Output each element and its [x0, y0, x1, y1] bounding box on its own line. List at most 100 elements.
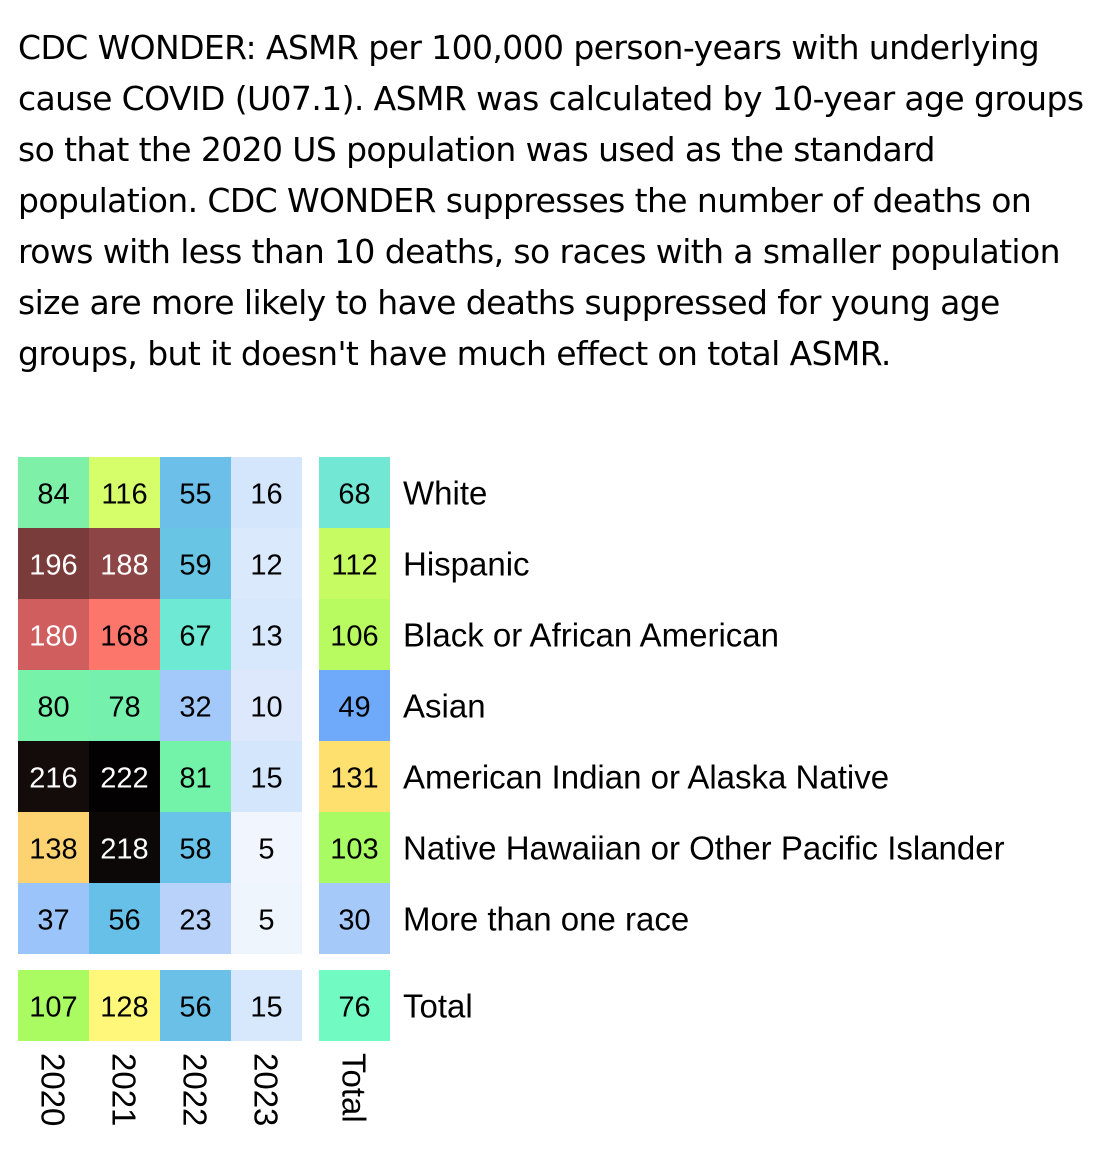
heatmap-cell [89, 741, 160, 812]
heatmap-cell [231, 528, 302, 599]
cell-value-label: 32 [179, 692, 211, 724]
cell-value-label: 37 [37, 905, 69, 937]
heatmap-cell [319, 670, 390, 741]
cell-value-label: 56 [179, 992, 211, 1024]
heatmap-cell [231, 883, 302, 954]
row-label: Black or African American [403, 617, 779, 654]
heatmap-cell [319, 812, 390, 883]
column-label: 2023 [248, 1053, 285, 1126]
cell-value-label: 16 [250, 479, 282, 511]
row-label: Asian [403, 688, 486, 725]
heatmap-cell [319, 741, 390, 812]
cell-value-label: 222 [100, 763, 148, 795]
cell-value-label: 188 [100, 550, 148, 582]
heatmap-cell [89, 812, 160, 883]
cell-value-label: 106 [330, 621, 378, 653]
row-label: Hispanic [403, 546, 530, 583]
heatmap-cell [18, 741, 89, 812]
heatmap-cell [319, 528, 390, 599]
heatmap-cell [18, 528, 89, 599]
heatmap-cell [18, 457, 89, 528]
cell-value-label: 59 [179, 550, 211, 582]
row-label: Total [403, 988, 473, 1025]
row-6: 37 56 23 5 30 More than one race [18, 883, 689, 954]
heatmap-cell [319, 599, 390, 670]
cell-value-label: 107 [29, 992, 77, 1024]
cell-value-label: 12 [250, 550, 282, 582]
heatmap-cell [18, 883, 89, 954]
cell-value-label: 103 [330, 834, 378, 866]
cell-value-label: 5 [258, 834, 274, 866]
cell-value-label: 58 [179, 834, 211, 866]
heatmap-cell [18, 970, 89, 1041]
row-label: White [403, 475, 487, 512]
heatmap-cell [89, 670, 160, 741]
heatmap-cell [89, 970, 160, 1041]
row-5: 138 218 58 5 103 Native Hawaiian or Other Pac… [18, 812, 1005, 883]
row-3: 80 78 32 10 49 Asian [18, 670, 486, 741]
row-label: Native Hawaiian or Other Pacific Islande… [403, 830, 1005, 867]
cell-value-label: 23 [179, 905, 211, 937]
column-label: 2020 [35, 1053, 72, 1126]
cell-value-label: 78 [108, 692, 140, 724]
heatmap-cell [18, 599, 89, 670]
cell-value-label: 13 [250, 621, 282, 653]
heatmap-cell [319, 883, 390, 954]
heatmap-cell [319, 970, 390, 1041]
cell-value-label: 112 [331, 550, 377, 582]
heatmap-cell [231, 741, 302, 812]
cell-value-label: 56 [108, 905, 140, 937]
cell-value-label: 218 [100, 834, 148, 866]
heatmap-cell [231, 599, 302, 670]
column-label: Total [336, 1053, 373, 1123]
cell-value-label: 15 [250, 763, 282, 795]
cell-value-label: 80 [37, 692, 69, 724]
cell-value-label: 138 [29, 834, 77, 866]
cell-value-label: 180 [29, 621, 77, 653]
chart-caption: CDC WONDER: ASMR per 100,000 person-year… [18, 28, 1084, 373]
column-label: 2022 [177, 1053, 214, 1126]
row-4: 216 222 81 15 131 American Indian or Alaska N… [18, 741, 889, 812]
heatmap-cell [89, 528, 160, 599]
cell-value-label: 68 [338, 479, 370, 511]
row-label: More than one race [403, 901, 689, 938]
row-0: 84 116 55 16 68 White [18, 457, 487, 528]
heatmap-cell [18, 670, 89, 741]
heatmap-cell [89, 883, 160, 954]
cell-value-label: 84 [37, 479, 69, 511]
cell-value-label: 10 [250, 692, 282, 724]
heatmap-cell [231, 457, 302, 528]
heatmap-cell [231, 970, 302, 1041]
cell-value-label: 15 [250, 992, 282, 1024]
row-1: 196 188 59 12 112 Hispanic [18, 528, 530, 599]
heatmap-cell [231, 670, 302, 741]
cell-value-label: 49 [338, 692, 370, 724]
heatmap-cell [160, 670, 231, 741]
heatmap-cell [160, 599, 231, 670]
heatmap-cell [160, 528, 231, 599]
cell-value-label: 131 [330, 763, 378, 795]
cell-value-label: 196 [29, 550, 77, 582]
cell-value-label: 76 [338, 992, 370, 1024]
cell-value-label: 81 [179, 763, 211, 795]
cell-value-label: 128 [100, 992, 148, 1024]
row-2: 180 168 67 13 106 Black or African American [18, 599, 779, 670]
heatmap-cell [160, 457, 231, 528]
heatmap-cell [89, 457, 160, 528]
heatmap-cell [231, 812, 302, 883]
heatmap-cell [160, 970, 231, 1041]
row-total: 107 128 56 15 76 Total [18, 970, 473, 1041]
cell-value-label: 168 [100, 621, 148, 653]
cell-value-label: 67 [179, 621, 211, 653]
heatmap-cell [160, 741, 231, 812]
cell-value-label: 216 [29, 763, 77, 795]
cell-value-label: 116 [101, 479, 147, 511]
cell-value-label: 55 [179, 479, 211, 511]
column-label: 2021 [106, 1053, 143, 1126]
cell-value-label: 5 [258, 905, 274, 937]
heatmap-cell [89, 599, 160, 670]
cell-value-label: 30 [338, 905, 370, 937]
heatmap-cell [160, 883, 231, 954]
heatmap-cell [18, 812, 89, 883]
